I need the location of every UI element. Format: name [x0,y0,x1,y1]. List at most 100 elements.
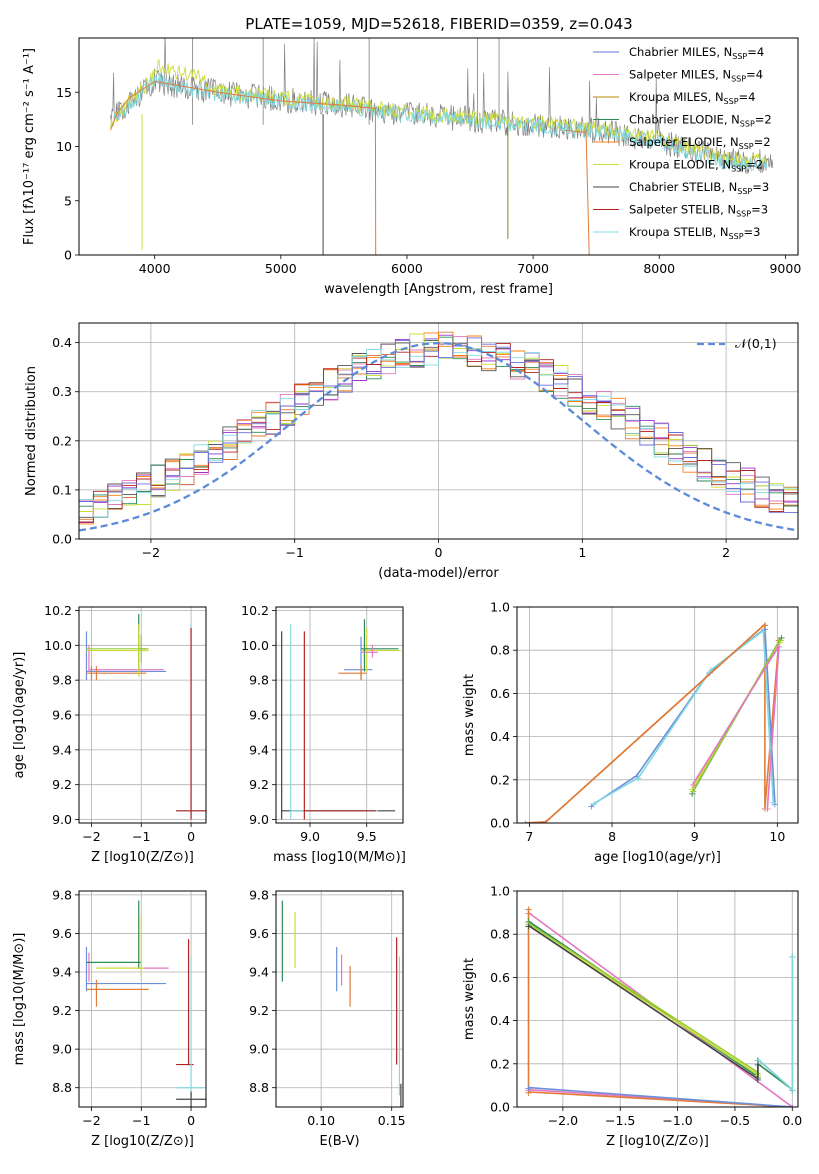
age-vs-mass-xlabel: mass [log10(M/M⊙)] [273,850,406,865]
mass-vs-Z-ytick-label: 8.8 [52,1080,72,1095]
mass-vs-ebv-plot-area [281,900,402,1107]
legend-entry: Chabrier STELIB, NSSP=3 [629,180,769,196]
weight-age-marker: + [759,627,767,638]
mass-vs-Z-xtick-label: 0 [187,1113,195,1128]
mass-vs-Z-ytick-label: 9.6 [52,926,72,941]
weight-age-marker: + [587,802,595,813]
mass-vs-Z-xtick-label: −2 [82,1113,100,1128]
normal-curve [79,342,798,532]
weight-age-marker: + [689,780,697,791]
age-vs-Z-ylabel: age [log10(age/yr)] [12,652,27,779]
age-vs-Z-ytick-label: 9.2 [52,777,72,792]
legend-entry: Salpeter STELIB, NSSP=3 [629,203,768,219]
weight-Z-marker: + [788,1086,796,1097]
age-vs-Z-ytick-label: 10.2 [44,603,72,618]
spectrum-xtick-label: 9000 [769,261,801,276]
weight-Z-marker: + [754,1055,762,1066]
weight-vs-Z-xtick-label: −1.0 [662,1113,692,1128]
weight-Z-marker: + [788,1086,796,1097]
age-vs-mass-ytick-label: 10.0 [241,638,269,653]
weight-age-marker: + [777,633,785,644]
spectrum-ytick-label: 0 [64,248,72,263]
residual-histogram [79,337,798,513]
mass-vs-ebv-ytick-label: 9.0 [249,1042,269,1057]
weight-age-marker: + [761,620,769,631]
weight-age-marker: + [590,800,598,811]
age-vs-Z-plot-area [85,613,206,820]
weight-vs-Z-xtick-label: −0.5 [720,1113,750,1128]
weight-Z-marker: + [788,1103,796,1114]
weight-age-line [692,645,780,808]
weight-Z-marker: + [524,922,532,933]
mass-vs-Z-ytick-label: 9.2 [52,1003,72,1018]
weight-vs-age-ytick-label: 0.4 [490,729,510,744]
residual-histogram [79,343,798,523]
weight-vs-Z-ylabel: mass weight [462,958,477,1040]
legend-entry: Chabrier ELODIE, NSSP=2 [629,113,772,129]
mass-vs-ebv-ytick-label: 9.6 [249,926,269,941]
age-vs-mass-ytick-label: 9.6 [249,708,269,723]
age-vs-Z-ytick-label: 9.4 [52,742,72,757]
legend-entry: Salpeter ELODIE, NSSP=2 [629,135,771,151]
weight-age-marker: + [707,666,715,677]
weight-vs-Z-ytick-label: 0.4 [490,1013,510,1028]
legend-entry: Kroupa ELODIE, NSSP=2 [629,158,763,174]
mass-vs-Z-xlabel: Z [log10(Z/Z⊙)] [91,1134,194,1149]
legend-entry: Chabrier MILES, NSSP=4 [629,45,764,61]
mass-vs-ebv-ytick-label: 8.8 [249,1080,269,1095]
age-vs-Z-frame [78,606,207,824]
age-vs-Z-ytick-label: 9.8 [52,673,72,688]
weight-age-marker: + [776,635,784,646]
weight-vs-Z-ytick-label: 0.8 [490,927,510,942]
mass-vs-ebv-frame [275,890,404,1108]
weight-vs-age-ytick-label: 1.0 [490,600,510,615]
spectrum-xtick-label: 8000 [643,261,675,276]
weight-vs-Z-ytick-label: 1.0 [490,884,510,899]
spectrum-model-line [110,72,767,172]
weight-age-line [593,629,774,805]
weight-Z-marker: + [788,952,796,963]
weight-age-marker: + [776,638,784,649]
weight-age-marker: + [761,804,769,815]
weight-Z-marker: + [524,1088,532,1099]
weight-Z-marker: + [524,919,532,930]
weight-Z-marker: + [788,1103,796,1114]
age-vs-mass-ytick-label: 9.2 [249,777,269,792]
residuals-ylabel: Normed distribution [24,366,39,496]
weight-vs-age-ytick-label: 0.0 [490,816,510,831]
weight-vs-Z-ytick-label: 0.6 [490,970,510,985]
residuals-frame [78,322,799,540]
spectrum-orange-line [110,80,377,255]
mass-vs-Z-ytick-label: 9.0 [52,1042,72,1057]
residuals-ytick-label: 0.0 [52,532,72,547]
weight-Z-marker: + [754,1055,762,1066]
weight-vs-age-frame [516,606,799,824]
figure-title: PLATE=1059, MJD=52618, FIBERID=0359, z=0… [245,15,632,33]
weight-vs-Z-xtick-label: −2.0 [548,1113,578,1128]
residual-histogram [79,349,798,518]
weight-age-marker: + [688,789,696,800]
weight-age-line [525,623,766,823]
age-vs-mass-plot-area [281,619,401,820]
mass-vs-ebv-xlabel: E(B-V) [319,1134,359,1149]
weight-vs-Z-plot-area: ++++++++++++++++++++++++ [524,904,796,1114]
weight-vs-Z-ytick-label: 0.0 [490,1100,510,1115]
age-vs-Z-xtick-label: −2 [82,829,100,844]
weight-vs-age-xtick-label: 10 [769,829,785,844]
residuals-xtick-label: −2 [142,545,160,560]
weight-age-marker: + [769,797,777,808]
residuals-xtick-label: −1 [285,545,303,560]
residuals-xtick-label: 0 [435,545,443,560]
weight-vs-Z-xlabel: Z [log10(Z/Z⊙)] [606,1134,709,1149]
spectrum-orange-line [564,129,590,255]
weight-age-marker: + [761,620,769,631]
weight-Z-marker: + [788,1103,796,1114]
residual-histogram [79,332,798,525]
weight-vs-age-xtick-label: 8 [608,829,616,844]
weight-Z-marker: + [524,917,532,928]
weight-age-marker: + [763,804,771,815]
weight-vs-age-plot-area: + +++++++++++++++++++++++++ ++ [521,620,786,823]
weight-vs-age-ylabel: mass weight [462,674,477,756]
